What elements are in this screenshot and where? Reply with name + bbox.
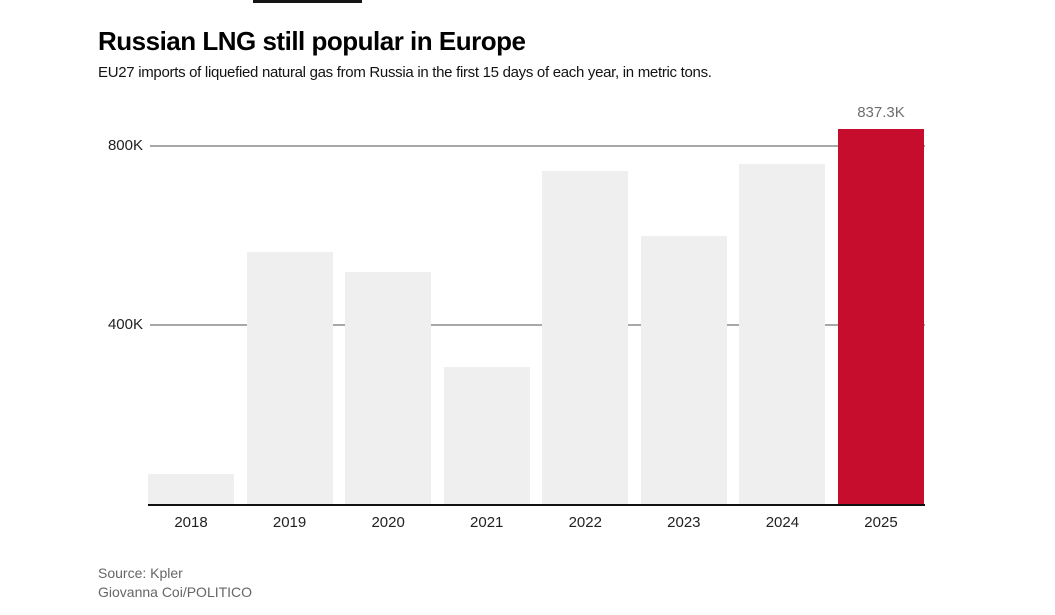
- byline: Giovanna Coi/POLITICO: [98, 584, 253, 600]
- bar-2024: [739, 164, 826, 505]
- bar-2018: [148, 473, 234, 505]
- x-axis-label-2020: 2020: [371, 514, 405, 531]
- top-cropped-artifact: [253, 0, 362, 3]
- bar-2020: [345, 272, 432, 505]
- bar-chart-plot-area: 400K 800K 837.3K 2018 2019 2020 2021 2022 2023…: [107, 103, 925, 531]
- y-axis-tick-label: 800K: [107, 136, 143, 154]
- x-axis-label-2021: 2021: [470, 514, 504, 531]
- source-line: Source: Kpler: [98, 565, 183, 581]
- x-axis-label-2018: 2018: [174, 514, 208, 531]
- x-axis-label-2022: 2022: [568, 514, 602, 531]
- highlight-bar-value-label: 837.3K: [857, 103, 905, 121]
- x-axis-label-2019: 2019: [272, 514, 307, 531]
- gridline-800K: [150, 144, 925, 147]
- gridline-400K: [150, 324, 925, 327]
- x-axis-label-2024: 2024: [765, 514, 800, 531]
- chart-title: Russian LNG still popular in Europe: [98, 26, 526, 56]
- chart-subtitle: EU27 imports of liquefied natural gas fr…: [98, 64, 712, 81]
- bar-2021: [443, 366, 530, 505]
- x-axis-label-2025: 2025: [864, 514, 898, 531]
- bar-2025: [837, 128, 924, 505]
- bar-2022: [542, 170, 629, 505]
- x-axis-label-2023: 2023: [667, 514, 701, 531]
- bar-2019: [246, 252, 333, 505]
- x-axis-line: [148, 504, 925, 506]
- y-axis-tick-label: 400K: [107, 316, 143, 334]
- bar-2023: [640, 235, 727, 505]
- chart-footer: Source: Kpler Giovanna Coi/POLITICO: [98, 564, 252, 602]
